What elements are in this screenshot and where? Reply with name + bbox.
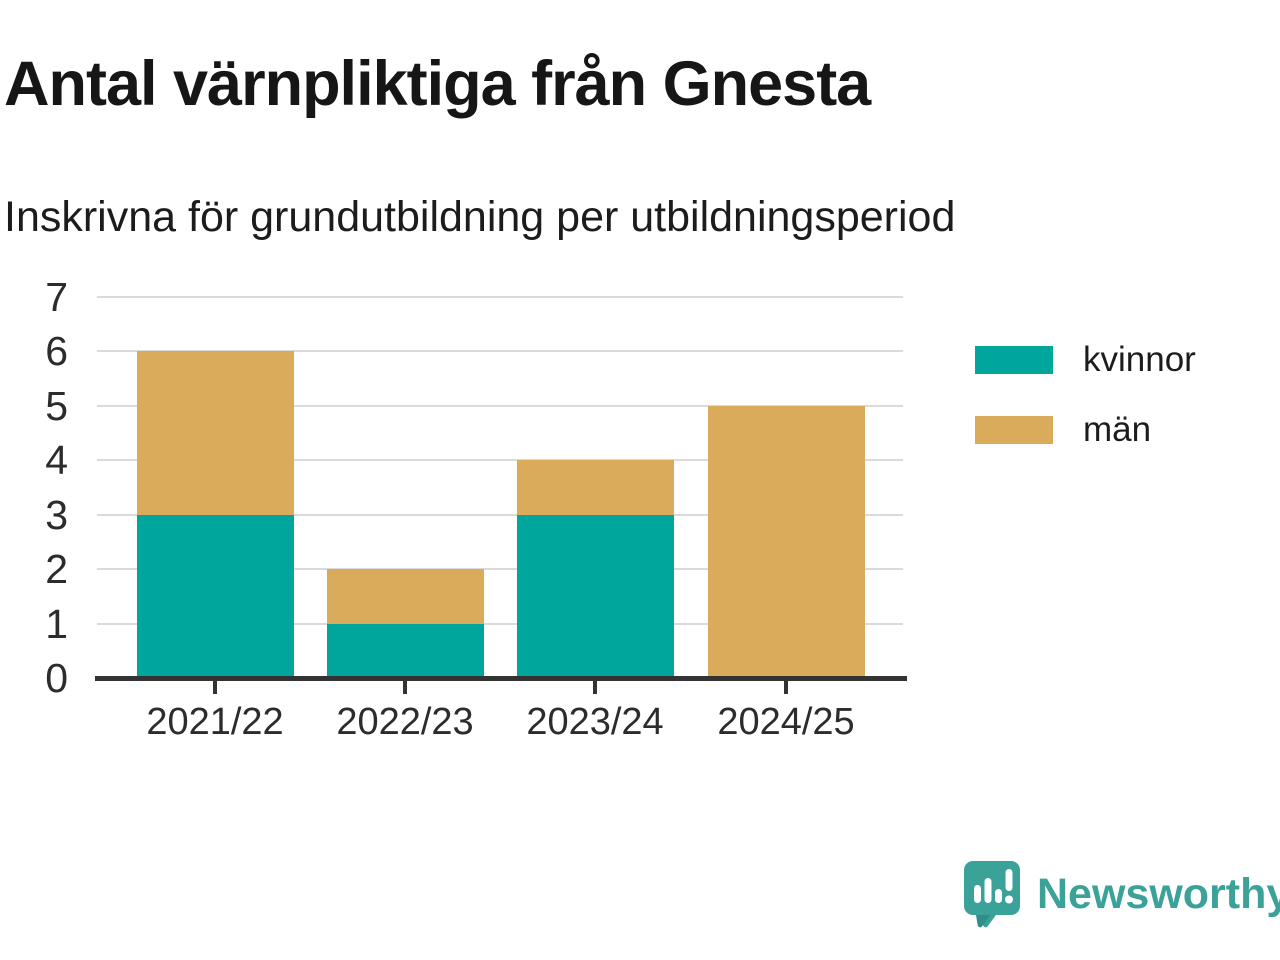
y-tick-label-2: 2 (45, 546, 68, 593)
x-tick-label-2021-22: 2021/22 (146, 701, 284, 743)
gridline-y5 (97, 404, 903, 407)
y-tick-label-6: 6 (45, 328, 68, 375)
y-tick-label-4: 4 (45, 437, 68, 484)
bar-2024-25-män (707, 405, 865, 678)
legend-swatch-kvinnor (975, 346, 1053, 374)
bar-2021-22-män (136, 351, 294, 515)
x-axis-line (95, 676, 907, 681)
gridline-y7 (97, 296, 903, 298)
legend-item-man: män (975, 410, 1196, 450)
bar-chart-speech-bubble-icon (963, 860, 1021, 928)
x-tick-label-2022-23: 2022/23 (336, 701, 474, 743)
bar-2022-23-män (326, 569, 484, 624)
bar-2022-23-kvinnor (326, 623, 484, 678)
y-tick-label-0: 0 (45, 655, 68, 701)
legend-item-kvinnor: kvinnor (975, 340, 1196, 380)
y-tick-label-3: 3 (45, 491, 68, 538)
x-tick-2021-22 (213, 681, 217, 694)
x-tick-2024-25 (784, 681, 788, 694)
gridline-y4 (97, 459, 903, 462)
x-tick-2022-23 (403, 681, 407, 694)
logo-text: Newsworthy (1037, 869, 1280, 918)
bar-2023-24-män (516, 460, 674, 515)
chart-title: Antal värnpliktiga från Gnesta (4, 49, 871, 119)
legend: kvinnor män (975, 340, 1196, 480)
bar-2023-24-kvinnor (516, 514, 674, 678)
y-tick-label-1: 1 (45, 600, 68, 647)
x-tick-label-2023-24: 2023/24 (526, 701, 664, 743)
gridline-y6 (97, 350, 903, 353)
x-tick-label-2024-25: 2024/25 (717, 701, 855, 743)
legend-label-man: män (1083, 410, 1152, 449)
legend-swatch-man (975, 416, 1053, 444)
legend-label-kvinnor: kvinnor (1083, 340, 1196, 379)
plot-area (97, 296, 903, 678)
newsworthy-logo: Newsworthy (963, 860, 1280, 928)
y-tick-label-7: 7 (45, 274, 68, 320)
gridline-y2 (97, 568, 903, 571)
gridline-y3 (97, 513, 903, 516)
chart-subtitle: Inskrivna för grundutbildning per utbild… (4, 193, 956, 241)
bar-2021-22-kvinnor (136, 514, 294, 678)
gridline-y1 (97, 622, 903, 625)
x-tick-2023-24 (593, 681, 597, 694)
y-tick-label-5: 5 (45, 382, 68, 429)
